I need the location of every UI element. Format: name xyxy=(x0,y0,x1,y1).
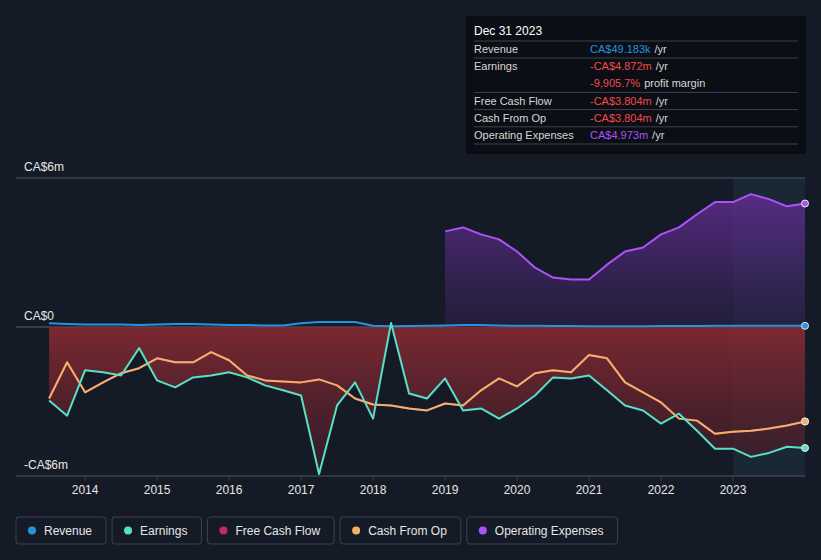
tooltip-separator xyxy=(474,126,798,127)
tooltip-label: Revenue xyxy=(474,43,518,55)
tooltip-value-line: -9,905.7% profit margin xyxy=(590,77,705,89)
x-tick-label: 2016 xyxy=(216,483,243,497)
x-tick xyxy=(373,477,374,481)
x-tick-label: 2014 xyxy=(72,483,99,497)
legend-label: Free Cash Flow xyxy=(235,524,320,538)
series-line xyxy=(445,194,805,279)
x-tick xyxy=(157,477,158,481)
tooltip-value: -9,905.7% xyxy=(590,77,640,89)
tooltip-separator xyxy=(474,92,798,93)
tooltip-unit: /yr xyxy=(656,112,669,124)
legend-swatch xyxy=(479,527,487,535)
tooltip-unit: profit margin xyxy=(644,77,705,89)
tooltip-value: -CA$3.804m xyxy=(590,95,652,107)
series-line xyxy=(49,323,805,474)
tooltip-value: -CA$3.804m xyxy=(590,112,652,124)
legend-box xyxy=(340,517,461,544)
x-tick-label: 2020 xyxy=(504,483,531,497)
background xyxy=(0,0,821,560)
plot-area xyxy=(49,194,805,474)
chart: -CA$6m CA$0 CA$6m 2014 2015 2016 2017 2018 2019 2… xyxy=(0,0,821,560)
legend-box xyxy=(467,517,618,544)
tooltip-unit: /yr xyxy=(655,43,668,55)
legend-label: Earnings xyxy=(140,524,187,538)
legend-box xyxy=(112,517,201,544)
x-tick xyxy=(733,477,734,481)
legend-item: Cash From Op xyxy=(340,517,461,544)
x-tick-label: 2019 xyxy=(432,483,459,497)
tooltip-separator xyxy=(474,144,798,145)
x-tick-label: 2021 xyxy=(576,483,603,497)
x-tick xyxy=(301,477,302,481)
legend-item: Operating Expenses xyxy=(467,517,618,544)
x-tick-label: 2022 xyxy=(648,483,675,497)
y-tick-label: CA$6m xyxy=(24,160,64,174)
tooltip-unit: /yr xyxy=(652,129,665,141)
tooltip-value: CA$4.973m xyxy=(590,129,648,141)
x-tick xyxy=(517,477,518,481)
legend-box xyxy=(207,517,334,544)
end-point xyxy=(802,418,809,425)
end-point xyxy=(802,418,809,425)
tooltip-box xyxy=(466,16,806,154)
tooltip-label: Earnings xyxy=(474,60,518,72)
legend-label: Revenue xyxy=(44,524,92,538)
tooltip-value: CA$49.183k xyxy=(590,43,651,55)
x-tick-label: 2017 xyxy=(288,483,315,497)
tooltip-value: -CA$4.872m xyxy=(590,60,652,72)
legend-box xyxy=(16,517,106,544)
series-line xyxy=(49,322,805,326)
x-tick xyxy=(229,477,230,481)
tooltip-date: Dec 31 2023 xyxy=(474,24,542,38)
legend-label: Cash From Op xyxy=(368,524,447,538)
tooltip-separator xyxy=(474,41,798,42)
series-line xyxy=(49,352,805,434)
frame-bottom xyxy=(16,476,805,477)
series-line xyxy=(49,352,805,434)
x-tick xyxy=(85,477,86,481)
tooltip-label: Cash From Op xyxy=(474,112,546,124)
tooltip-label: Free Cash Flow xyxy=(474,95,552,107)
end-point xyxy=(802,322,809,329)
legend-swatch xyxy=(219,527,227,535)
legend-swatch xyxy=(352,527,360,535)
x-tick-label: 2018 xyxy=(360,483,387,497)
legend-label: Operating Expenses xyxy=(495,524,604,538)
frame-top xyxy=(16,178,805,179)
tooltip-separator xyxy=(474,109,798,110)
end-point xyxy=(802,200,809,207)
end-point xyxy=(802,444,809,451)
tooltip-value-line: CA$49.183k/yr xyxy=(590,43,667,55)
y-tick-label: -CA$6m xyxy=(24,458,68,472)
tooltip-separator xyxy=(474,58,798,59)
x-tick xyxy=(445,477,446,481)
tooltip-value-line: -CA$3.804m/yr xyxy=(590,95,668,107)
legend-swatch xyxy=(28,527,36,535)
series-area xyxy=(49,323,805,474)
tooltip-value-line: -CA$3.804m/yr xyxy=(590,112,668,124)
legend-item: Earnings xyxy=(112,517,201,544)
x-tick-label: 2015 xyxy=(144,483,171,497)
tooltip-value-line: -CA$4.872m/yr xyxy=(590,60,668,72)
tooltip-value-line: CA$4.973m/yr xyxy=(590,129,665,141)
tooltip-label: Operating Expenses xyxy=(474,129,574,141)
tooltip-unit: /yr xyxy=(656,95,669,107)
legend-item: Free Cash Flow xyxy=(207,517,334,544)
tooltip: Dec 31 2023 Revenue CA$49.183k/yr Earnings -… xyxy=(466,16,806,154)
legend-swatch xyxy=(124,527,132,535)
x-tick xyxy=(589,477,590,481)
grid-line xyxy=(16,178,805,179)
y-tick-label: CA$0 xyxy=(24,309,54,323)
grid-line xyxy=(16,476,805,477)
series-area xyxy=(445,194,805,327)
x-tick-label: 2023 xyxy=(720,483,747,497)
tooltip-unit: /yr xyxy=(656,60,669,72)
legend-item: Revenue xyxy=(16,517,106,544)
x-tick xyxy=(661,477,662,481)
